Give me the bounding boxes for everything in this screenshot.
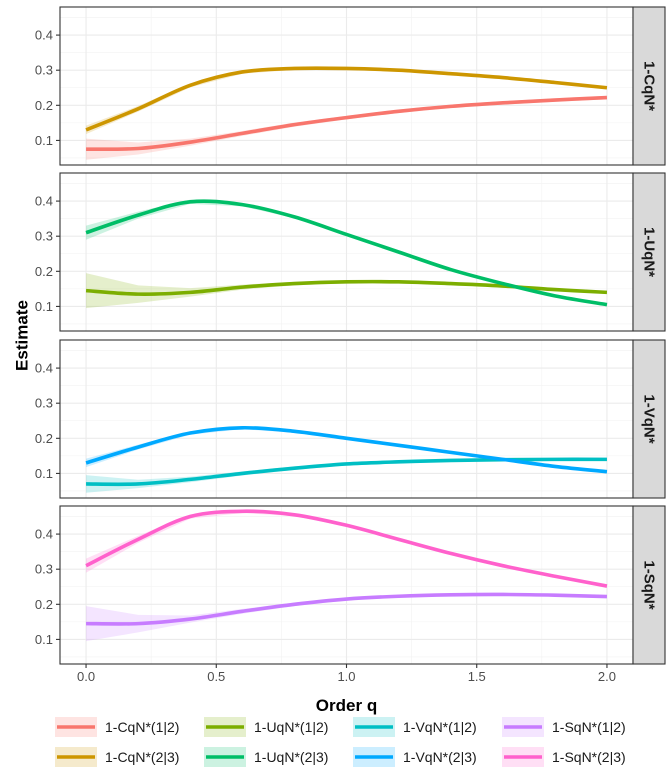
legend-item: 1-CqN*(1|2)	[55, 717, 179, 737]
y-tick-label: 0.1	[35, 632, 53, 647]
series-line	[86, 592, 607, 626]
series-line	[86, 95, 608, 152]
ci-ribbon	[86, 95, 607, 160]
legend-item: 1-UqN*(1|2)	[204, 717, 328, 737]
y-tick-label: 0.2	[35, 98, 53, 113]
series-line	[85, 425, 608, 474]
y-tick-label: 0.1	[35, 133, 53, 148]
legend-item: 1-UqN*(2|3)	[204, 747, 328, 767]
legend: 1-CqN*(1|2) 1-UqN*(1|2) 1-VqN*(1|2) 1-SqN*(…	[55, 717, 626, 767]
facet-strip	[632, 6, 666, 166]
y-tick-label: 0.4	[35, 194, 53, 209]
panel-1-sqn: 1-SqN* 0.1 0.2 0.3 0.4	[35, 505, 666, 665]
facet-strip-label: 1-UqN*	[641, 227, 658, 277]
x-axis: 0.0 0.5 1.0 1.5 2.0	[77, 664, 616, 684]
legend-label: 1-CqN*(1|2)	[105, 719, 179, 735]
y-tick-label: 0.4	[35, 28, 53, 43]
x-axis-title: Order q	[316, 696, 377, 715]
series-line	[85, 66, 608, 132]
facet-strip-label: 1-CqN*	[641, 61, 658, 111]
facet-strip-label: 1-SqN*	[641, 560, 658, 609]
y-tick-label: 0.4	[35, 527, 53, 542]
x-tick-label: 1.5	[468, 669, 486, 684]
y-tick-label: 0.4	[35, 361, 53, 376]
x-tick-label: 2.0	[598, 669, 616, 684]
y-tick-label: 0.2	[35, 597, 53, 612]
y-tick-label: 0.1	[35, 466, 53, 481]
series-line	[86, 457, 607, 487]
panel-1-cqn: 1-CqN* 0.1 0.2 0.3 0.4	[35, 6, 666, 166]
legend-label: 1-UqN*(1|2)	[254, 719, 328, 735]
panel-1-vqn: 1-VqN* 0.1 0.2 0.3 0.4	[35, 339, 666, 499]
x-tick-label: 1.0	[337, 669, 355, 684]
y-axis-title: Estimate	[13, 300, 32, 371]
y-tick-label: 0.3	[35, 229, 53, 244]
y-tick-label: 0.3	[35, 396, 53, 411]
legend-item: 1-VqN*(2|3)	[353, 747, 477, 767]
series-line	[85, 199, 608, 307]
facet-strip	[632, 339, 666, 499]
y-tick-label: 0.1	[35, 299, 53, 314]
legend-item: 1-VqN*(1|2)	[353, 717, 477, 737]
panel-1-uqn: 1-UqN* 0.1 0.2 0.3 0.4	[35, 172, 666, 332]
legend-item: 1-SqN*(2|3)	[502, 747, 626, 767]
panels: 1-CqN*0.10.20.30.41-UqN*0.10.20.30.41-Vq…	[35, 6, 666, 665]
legend-label: 1-UqN*(2|3)	[254, 749, 328, 765]
series-line	[85, 509, 608, 588]
facet-strip-label: 1-VqN*	[641, 394, 658, 443]
legend-item: 1-SqN*(1|2)	[502, 717, 626, 737]
ci-ribbon	[86, 593, 607, 642]
legend-label: 1-SqN*(2|3)	[552, 749, 626, 765]
facet-strip	[632, 172, 666, 332]
legend-label: 1-CqN*(2|3)	[105, 749, 179, 765]
x-tick-label: 0.0	[77, 669, 95, 684]
y-tick-label: 0.3	[35, 63, 53, 78]
y-tick-label: 0.2	[35, 431, 53, 446]
legend-item: 1-CqN*(2|3)	[55, 747, 179, 767]
facet-strip	[632, 505, 666, 665]
y-tick-label: 0.3	[35, 562, 53, 577]
legend-label: 1-SqN*(1|2)	[552, 719, 626, 735]
x-tick-label: 0.5	[207, 669, 225, 684]
legend-label: 1-VqN*(1|2)	[403, 719, 477, 735]
y-tick-label: 0.2	[35, 264, 53, 279]
legend-label: 1-VqN*(2|3)	[403, 749, 477, 765]
